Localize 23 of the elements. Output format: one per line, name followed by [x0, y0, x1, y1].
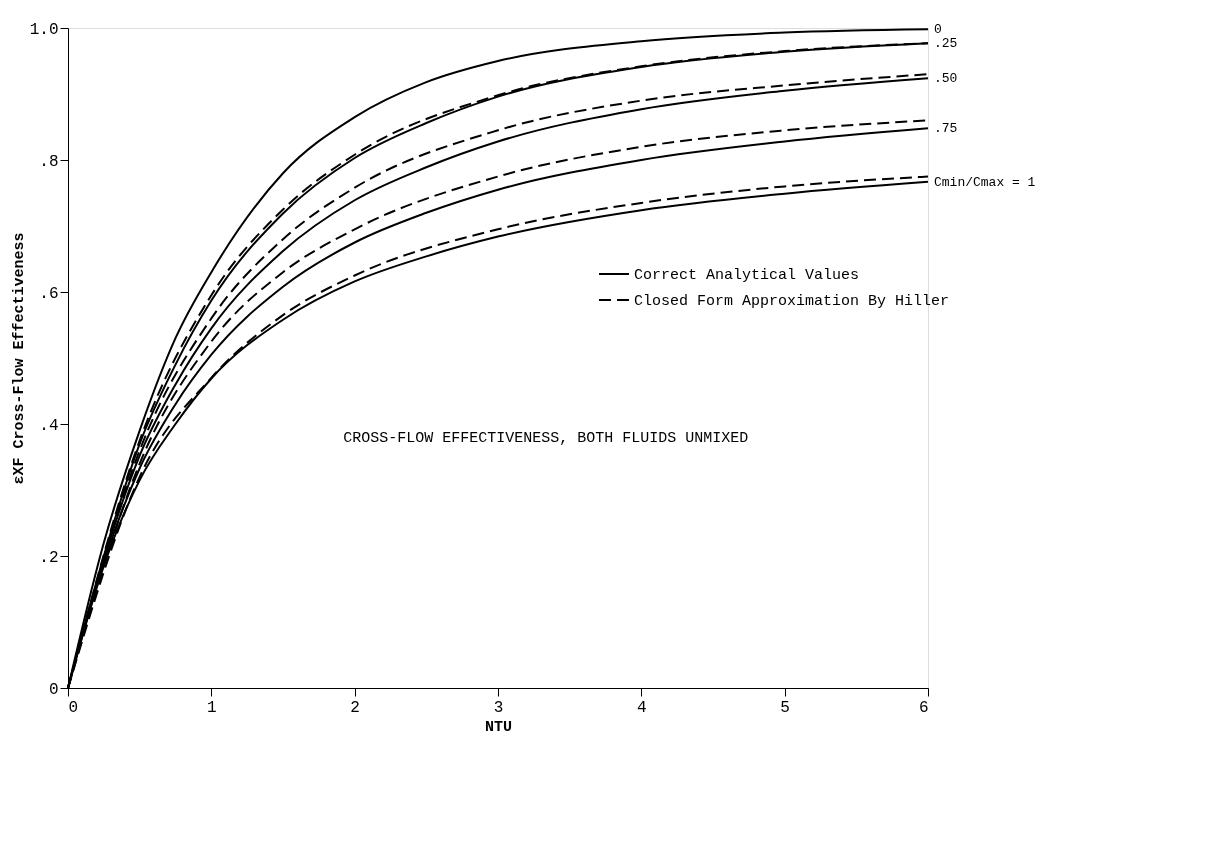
y-tick-label: 0: [48, 680, 59, 699]
y-axis-title: εXF Cross-Flow Effectiveness: [10, 232, 28, 485]
y-tick-label: .2: [39, 548, 59, 567]
x-tick-label: 2: [350, 698, 360, 717]
series-label: .75: [934, 121, 958, 137]
y-tick-label: 1.0: [29, 20, 59, 39]
series-label: 0: [934, 22, 942, 38]
x-tick-label: 4: [637, 698, 647, 717]
annotation: Closed Form Approximation By Hiller: [634, 293, 950, 310]
x-tick-label: 0: [68, 698, 79, 717]
x-axis-title: NTU: [484, 718, 513, 736]
annotation: CROSS-FLOW EFFECTIVENESS, BOTH FLUIDS UNMIXED: [343, 430, 749, 448]
series-label: .50: [934, 71, 958, 87]
y-tick-label: .8: [39, 152, 59, 171]
y-tick-label: .4: [39, 416, 59, 435]
x-tick-label: 6: [918, 698, 929, 717]
y-tick-label: .6: [39, 284, 59, 303]
series-label: Cmin/Cmax = 1: [934, 174, 1036, 190]
x-tick-label: 1: [207, 698, 217, 717]
x-tick-label: 5: [780, 698, 790, 717]
x-tick-label: 3: [493, 698, 504, 717]
annotation: Correct Analytical Values: [634, 267, 860, 284]
series-label: .25: [934, 36, 958, 52]
